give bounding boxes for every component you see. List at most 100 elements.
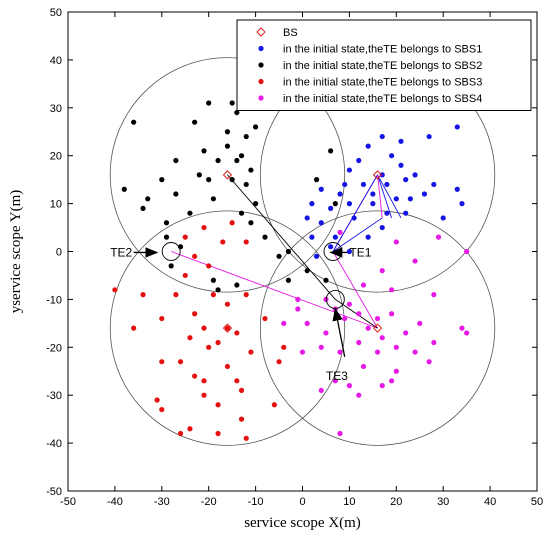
data-point-sbs3 [201,325,207,331]
legend-marker-dot [258,62,264,68]
data-point-sbs3 [131,325,137,331]
data-point-sbs4 [417,320,423,326]
data-point-sbs2 [276,253,282,259]
data-point-sbs2 [163,220,170,226]
y-tick-label: 50 [50,7,62,19]
te-label: TE3 [326,369,348,383]
data-point-sbs4 [435,234,442,240]
data-point-sbs4 [323,330,329,336]
data-point-sbs2 [192,119,198,125]
data-point-sbs3 [206,344,212,350]
x-tick-label: 30 [437,496,449,508]
data-point-sbs4 [374,349,381,355]
annotations: TE1 TE2 TE3 [110,242,372,383]
data-point-sbs1 [309,201,315,207]
data-point-sbs2 [168,263,174,269]
data-point-sbs1 [384,210,390,216]
legend-marker-diamond [256,27,266,37]
data-point-sbs1 [454,124,460,130]
x-tick-label: -20 [201,496,217,508]
data-point-sbs4 [295,296,301,302]
legend-box [236,19,532,111]
data-point-sbs4 [426,359,432,365]
association-line [377,174,383,219]
data-point-sbs3 [215,430,221,437]
association-line [377,174,393,219]
data-point-sbs4 [346,301,352,307]
data-point-sbs3 [276,359,282,365]
data-point-sbs2 [248,167,254,173]
base-station-markers [222,170,383,333]
y-tick-label: 0 [56,247,62,259]
data-point-sbs3 [201,378,207,384]
data-point-sbs3 [262,315,268,322]
data-point-sbs3 [182,272,188,279]
data-point-sbs4 [431,292,437,298]
data-point-sbs3 [215,339,221,346]
data-point-sbs4 [393,368,399,374]
data-point-sbs1 [309,234,315,240]
data-point-sbs2 [163,234,170,240]
y-tick-label: 10 [50,199,62,211]
te-label: TE2 [110,245,132,259]
data-point-sbs3 [182,234,188,240]
data-point-sbs3 [234,378,240,384]
data-point-sbs1 [318,220,324,226]
data-point-sbs4 [431,339,437,346]
data-point-sbs1 [426,133,432,140]
data-point-sbs3 [238,387,245,394]
data-point-sbs2 [206,100,212,106]
association-line [332,251,378,329]
te-arrow [332,307,346,358]
data-point-sbs2 [224,129,231,135]
data-point-sbs2 [304,268,310,274]
data-point-sbs3 [154,397,160,403]
data-point-sbs1 [454,186,460,192]
legend-label: BS [283,27,298,39]
data-point-sbs4 [403,330,409,336]
data-point-sbs4 [346,383,352,389]
coverage-circles [109,57,496,446]
data-point-sbs2 [224,143,231,149]
data-point-sbs4 [304,320,310,326]
data-point-sbs4 [295,306,301,312]
data-point-sbs1 [384,181,390,188]
association-line [332,217,383,252]
data-point-sbs1 [365,143,371,149]
data-point-sbs3 [271,402,277,408]
data-point-sbs1 [403,177,409,183]
data-point-sbs3 [201,392,207,398]
data-point-sbs1 [365,234,371,240]
y-tick-label: -40 [46,438,62,450]
x-tick-label: -40 [107,496,123,508]
data-point-sbs1 [346,201,352,207]
data-point-sbs4 [356,311,362,317]
data-point-sbs1 [356,157,362,164]
data-point-sbs4 [379,268,385,274]
data-point-sbs1 [346,167,352,173]
y-tick-label: -20 [46,342,62,354]
data-point-sbs3 [201,224,207,231]
data-point-sbs4 [459,325,465,331]
data-point-sbs2 [253,124,259,130]
data-point-sbs1 [304,215,310,221]
data-point-sbs2 [285,248,292,255]
data-point-sbs3 [187,335,193,341]
data-point-sbs2 [248,220,254,226]
data-point-sbs3 [140,292,146,298]
data-point-sbs3 [159,406,165,413]
legend-label: in the initial state,theTE belongs to SB… [283,93,482,105]
data-point-sbs1 [398,162,404,168]
data-point-sbs3 [220,239,226,245]
legend: BS in the initial state,theTE belongs to … [236,19,532,111]
data-point-sbs2 [234,157,240,164]
data-point-sbs2 [131,119,137,125]
y-tick-label: -10 [46,294,62,306]
data-point-sbs1 [379,133,385,140]
x-tick-label: -50 [60,496,76,508]
plot-axes [67,11,538,492]
data-point-sbs3 [224,363,231,370]
data-point-sbs2 [243,181,249,188]
data-point-sbs4 [393,239,399,245]
data-point-sbs2 [238,153,245,159]
